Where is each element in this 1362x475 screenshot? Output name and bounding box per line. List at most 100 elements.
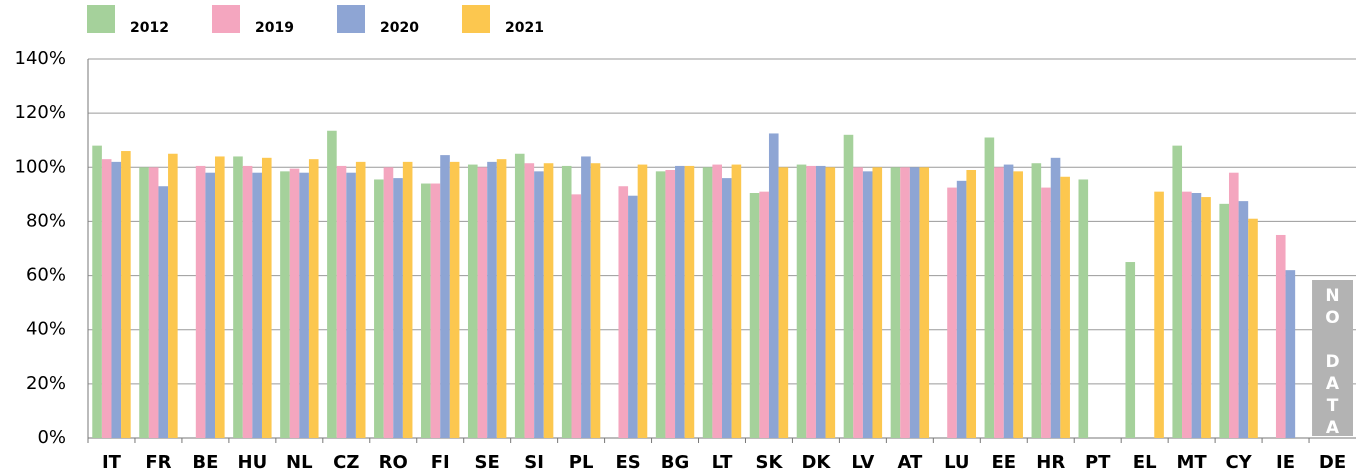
bar	[430, 183, 441, 438]
bar	[628, 195, 638, 438]
x-tick-label: HR	[1036, 452, 1065, 473]
x-tick-label: CY	[1225, 452, 1252, 473]
bar	[1060, 176, 1070, 438]
bar	[121, 151, 131, 439]
bar	[215, 156, 225, 438]
x-tick-label: AT	[897, 452, 923, 473]
bar	[1228, 172, 1239, 438]
bar	[637, 164, 648, 439]
x-tick-label: LV	[851, 452, 874, 473]
bar	[956, 180, 967, 439]
bar	[383, 167, 394, 439]
bar	[374, 179, 384, 439]
bar	[289, 168, 300, 438]
y-tick-label: 20%	[26, 373, 66, 394]
bar	[919, 167, 930, 439]
bar	[618, 186, 629, 438]
bar	[148, 167, 159, 439]
bar	[355, 161, 366, 438]
y-tick-label: 0%	[37, 427, 66, 448]
bar	[1275, 234, 1286, 438]
y-tick-label: 120%	[15, 102, 66, 123]
legend-swatch	[87, 5, 115, 33]
bar	[252, 172, 262, 438]
bar	[440, 155, 450, 438]
bar	[280, 171, 290, 438]
bar	[421, 183, 431, 438]
bar	[1248, 218, 1258, 438]
bar	[487, 161, 497, 438]
bar	[477, 167, 488, 439]
bar	[261, 157, 272, 438]
y-tick-label: 60%	[26, 265, 66, 286]
bar	[158, 186, 169, 438]
bar	[496, 159, 507, 438]
x-tick-label: ES	[615, 452, 640, 473]
bar	[449, 161, 460, 438]
bar	[1125, 262, 1136, 438]
bar	[947, 187, 957, 438]
bar	[543, 163, 554, 438]
x-tick-label: CZ	[333, 452, 359, 473]
bar	[561, 165, 572, 439]
legend-swatch	[212, 5, 240, 33]
legend-label: 2020	[380, 20, 419, 36]
x-tick-label: PL	[569, 452, 594, 473]
legend-swatch	[337, 5, 365, 33]
bar	[590, 163, 601, 438]
bar	[467, 164, 478, 439]
y-tick-label: 80%	[26, 210, 66, 231]
bar	[749, 193, 760, 438]
bar	[806, 165, 816, 439]
bar	[393, 178, 403, 438]
x-tick-label: LT	[712, 452, 733, 473]
bar	[1191, 193, 1202, 438]
bar	[299, 172, 309, 438]
bar	[890, 167, 901, 439]
bar	[101, 159, 112, 438]
y-tick-label: 140%	[15, 48, 66, 69]
bar	[675, 165, 685, 439]
x-tick-label: MT	[1177, 452, 1208, 473]
legend-swatch	[462, 5, 490, 33]
bar	[872, 167, 883, 439]
bar	[1013, 171, 1023, 438]
x-tick-label: SE	[475, 452, 500, 473]
bar	[1031, 163, 1042, 438]
bar	[1219, 203, 1229, 438]
bar	[909, 167, 920, 439]
bar	[327, 130, 337, 438]
x-tick-label: FR	[145, 452, 171, 473]
bar	[796, 164, 807, 439]
bar	[1050, 157, 1061, 438]
x-tick-label: BG	[661, 452, 690, 473]
bar	[665, 169, 676, 438]
bar	[1182, 191, 1192, 438]
bar	[1041, 187, 1051, 438]
x-tick-label: DK	[801, 452, 831, 473]
x-tick-label: NL	[286, 452, 313, 473]
bar	[514, 153, 525, 438]
bar	[346, 172, 356, 438]
annotation: NO DATA	[1323, 286, 1343, 440]
x-tick-label: SK	[756, 452, 784, 473]
bar	[712, 164, 722, 439]
y-tick-label: 40%	[26, 319, 66, 340]
bar	[233, 156, 243, 438]
bar	[1154, 191, 1164, 438]
bar	[534, 171, 544, 438]
bar	[402, 161, 413, 438]
bar	[92, 145, 102, 438]
bar	[571, 194, 582, 438]
bar	[759, 191, 769, 438]
bar	[768, 133, 779, 439]
x-tick-label: LU	[944, 452, 969, 473]
bar	[862, 171, 873, 438]
x-tick-label: FI	[431, 452, 450, 473]
bar	[684, 165, 695, 439]
bar	[524, 163, 535, 438]
bar	[1172, 145, 1183, 438]
bar	[900, 167, 910, 439]
bar	[205, 172, 216, 438]
